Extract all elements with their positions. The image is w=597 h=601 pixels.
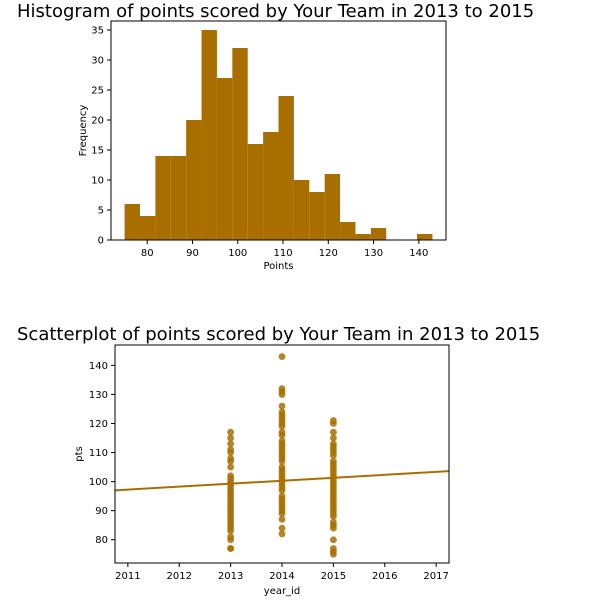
x-tick-label: 90 — [186, 248, 199, 259]
y-tick-label: 130 — [89, 390, 108, 401]
regression-line — [114, 470, 450, 492]
y-tick-label: 15 — [91, 146, 104, 157]
x-tick-label: 80 — [141, 248, 154, 259]
scatter-point — [227, 428, 235, 436]
histogram-bar — [340, 222, 356, 240]
x-tick-label: 2014 — [269, 571, 294, 582]
scatter-point — [278, 402, 286, 410]
y-tick-label: 140 — [89, 361, 108, 372]
scatter-point — [278, 385, 286, 392]
histogram-bar — [155, 156, 171, 240]
y-tick-label: 5 — [98, 206, 104, 217]
x-tick-label: 2016 — [372, 571, 397, 582]
x-tick-label: 120 — [319, 248, 338, 259]
y-tick-label: 80 — [95, 535, 108, 546]
histogram-bar — [309, 192, 325, 240]
y-tick-label: 100 — [89, 477, 108, 488]
y-tick-label: 120 — [89, 419, 108, 430]
x-tick-label: 2011 — [115, 571, 140, 582]
y-tick-label: 30 — [91, 56, 104, 67]
scatter-point — [329, 428, 337, 436]
scatter-point — [227, 533, 235, 541]
scatter-point — [278, 408, 286, 416]
histogram-bar — [139, 216, 156, 240]
histogram-x-ticks: 80 90 100 110 120 130 140 — [141, 240, 428, 259]
x-tick-label: 130 — [364, 248, 383, 259]
scatter-point — [329, 417, 337, 424]
scatter-point — [278, 428, 286, 436]
scatter-point — [227, 545, 235, 552]
histogram-bar — [263, 132, 279, 240]
histogram-y-label: Frequency — [78, 105, 89, 157]
x-tick-label: 100 — [228, 248, 247, 259]
histogram-bar — [216, 78, 233, 240]
y-tick-label: 35 — [91, 26, 104, 37]
histogram-panel: Histogram of points scored by Your Team … — [17, 1, 534, 272]
scatter-point — [278, 530, 286, 538]
scatter-point — [227, 472, 235, 480]
scatter-point — [278, 463, 286, 471]
scatter-point — [329, 518, 337, 526]
scatter-point — [278, 516, 286, 523]
x-tick-label: 2017 — [423, 571, 448, 582]
histogram-bar — [232, 48, 248, 240]
histogram-bar — [370, 228, 387, 240]
histogram-bar — [278, 96, 294, 240]
scatter-point — [329, 440, 337, 448]
scatter-point — [227, 454, 235, 462]
scatter-point — [227, 440, 235, 448]
histogram-title: Histogram of points scored by Your Team … — [17, 1, 534, 22]
scatter-point — [227, 446, 235, 454]
y-tick-label: 10 — [91, 176, 104, 187]
scatter-y-ticks: 80 90 100 110 120 130 140 — [89, 361, 115, 546]
scatter-point — [227, 434, 235, 442]
scatter-point — [329, 536, 337, 544]
scatter-title: Scatterplot of points scored by Your Tea… — [17, 324, 540, 345]
scatter-point — [329, 545, 337, 552]
x-tick-label: 110 — [273, 248, 292, 259]
y-tick-label: 25 — [91, 86, 104, 97]
y-tick-label: 90 — [95, 506, 108, 517]
scatter-point — [278, 524, 286, 532]
y-tick-label: 20 — [91, 116, 104, 127]
y-tick-label: 110 — [89, 448, 108, 459]
histogram-bar — [201, 30, 217, 240]
scatter-point — [329, 457, 337, 465]
scatter-x-label: year_id — [264, 586, 300, 597]
x-tick-label: 140 — [409, 248, 428, 259]
scatter-point — [278, 437, 286, 445]
x-tick-label: 2013 — [218, 571, 243, 582]
histogram-frame — [110, 20, 447, 241]
histogram-bar — [186, 120, 202, 240]
histogram-bar — [417, 234, 433, 240]
scatter-y-label: pts — [74, 446, 85, 461]
scatter-point — [329, 434, 337, 442]
histogram-bar — [293, 180, 310, 240]
scatter-points — [227, 353, 337, 558]
histogram-bar — [247, 144, 264, 240]
scatter-point — [278, 492, 286, 500]
histogram-bar — [170, 156, 187, 240]
histogram-bar — [324, 174, 341, 240]
scatter-point — [278, 353, 286, 361]
x-tick-label: 2015 — [321, 571, 346, 582]
scatter-point — [227, 463, 235, 471]
scatter-x-ticks: 2011 2012 2013 2014 2015 2016 2017 — [115, 563, 449, 582]
x-tick-label: 2012 — [167, 571, 192, 582]
histogram-x-label: Points — [263, 261, 293, 272]
histogram-bar — [355, 234, 371, 240]
scatter-panel: Scatterplot of points scored by Your Tea… — [17, 324, 540, 597]
histogram-y-ticks: 0 5 10 15 20 25 30 35 — [91, 26, 111, 247]
histogram-bars — [124, 30, 433, 240]
histogram-bar — [124, 204, 140, 240]
y-tick-label: 0 — [98, 236, 104, 247]
